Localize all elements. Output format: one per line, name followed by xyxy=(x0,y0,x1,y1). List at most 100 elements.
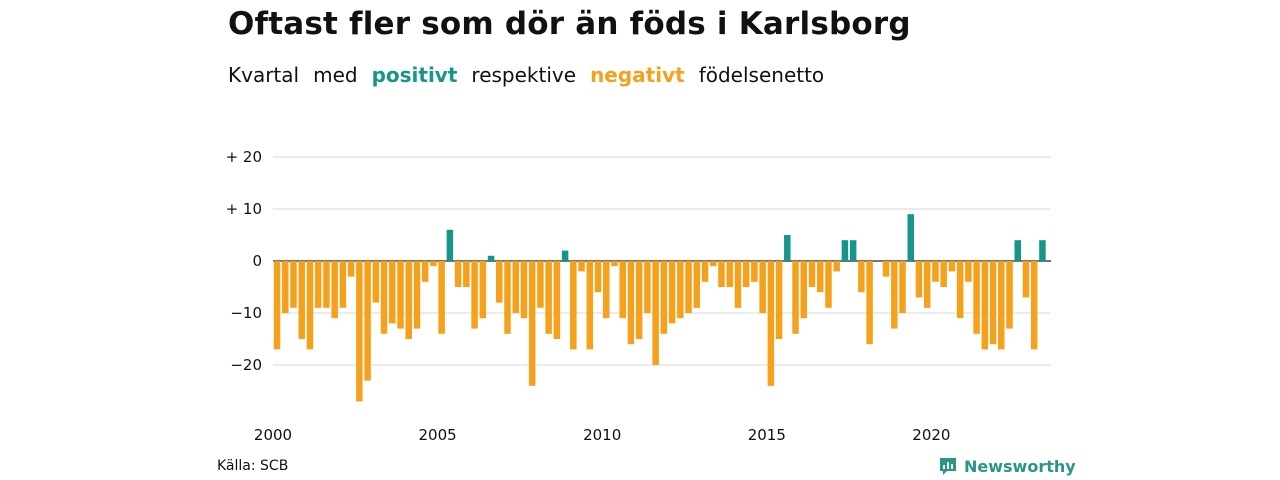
bar xyxy=(841,240,849,261)
bar xyxy=(915,261,923,298)
bar xyxy=(578,261,585,272)
chart-subtitle: Kvartal med positivt respektive negativt föde… xyxy=(228,63,838,87)
bar xyxy=(767,261,775,386)
bar xyxy=(792,261,799,334)
x-tick-label: 2010 xyxy=(583,426,621,444)
bar xyxy=(347,261,355,277)
bar xyxy=(800,261,808,319)
bar xyxy=(537,261,544,308)
bar xyxy=(1039,240,1046,261)
bar xyxy=(496,261,503,303)
bar xyxy=(372,261,380,303)
bar xyxy=(273,261,281,350)
bar xyxy=(685,261,692,313)
bar xyxy=(405,261,412,339)
bar xyxy=(808,261,816,287)
subtitle-word: respektive xyxy=(471,63,577,87)
bar xyxy=(570,261,577,350)
bar xyxy=(413,261,421,329)
bar xyxy=(421,261,429,282)
bar xyxy=(726,261,733,287)
bar xyxy=(463,261,470,287)
bar xyxy=(487,255,495,261)
bar xyxy=(775,261,783,339)
bar xyxy=(512,261,519,313)
bar xyxy=(825,261,832,308)
bar xyxy=(545,261,552,334)
bar xyxy=(833,261,840,272)
bar xyxy=(380,261,388,334)
bar xyxy=(553,261,561,339)
source-note: Källa: SCB xyxy=(217,458,289,474)
bar xyxy=(1030,261,1038,350)
bar xyxy=(932,261,939,282)
subtitle-word: födelsenetto xyxy=(698,63,825,87)
bar xyxy=(660,261,668,334)
bar xyxy=(314,261,322,308)
bar xyxy=(998,261,1005,350)
bar xyxy=(899,261,906,313)
bar xyxy=(948,261,956,272)
bar xyxy=(627,261,635,345)
bar xyxy=(693,261,701,308)
y-tick-label: + 10 xyxy=(226,200,262,218)
bar xyxy=(290,261,297,308)
bar xyxy=(298,261,305,339)
bar xyxy=(471,261,478,329)
axis-labels: + 20 + 10 0 −10 −20 2000 2005 2010 2015 2020 xyxy=(226,148,951,444)
subtitle-negative-label: negativt xyxy=(590,63,685,87)
bar xyxy=(356,261,363,402)
bar xyxy=(339,261,347,308)
subtitle-word: med xyxy=(313,63,358,87)
bar xyxy=(923,261,931,308)
bar xyxy=(586,261,594,350)
bar xyxy=(652,261,659,365)
bar xyxy=(734,261,742,308)
newsworthy-logo-icon xyxy=(940,458,956,475)
y-tick-label: −10 xyxy=(230,304,262,322)
y-tick-label: + 20 xyxy=(226,148,262,166)
bar xyxy=(858,261,865,293)
bar xyxy=(709,261,717,267)
bar xyxy=(784,235,791,261)
bar xyxy=(430,261,437,267)
bar xyxy=(528,261,536,386)
bar xyxy=(907,214,915,261)
bar xyxy=(323,261,330,308)
bar xyxy=(956,261,964,319)
bar xyxy=(454,261,462,287)
chart-title: Oftast fler som dör än föds i Karlsborg xyxy=(228,6,911,42)
bars xyxy=(273,214,1046,402)
x-tick-label: 2005 xyxy=(419,426,457,444)
bar xyxy=(742,261,750,287)
y-tick-label: −20 xyxy=(230,356,262,374)
bar xyxy=(504,261,511,334)
bar xyxy=(989,261,997,345)
bar xyxy=(882,261,890,277)
bar xyxy=(973,261,980,334)
bar xyxy=(331,261,338,319)
bar xyxy=(816,261,824,293)
bar xyxy=(644,261,651,313)
x-tick-label: 2000 xyxy=(254,426,292,444)
bar xyxy=(282,261,289,313)
bar xyxy=(891,261,898,329)
bar xyxy=(965,261,972,282)
bar xyxy=(1014,240,1021,261)
bar xyxy=(611,261,618,267)
x-tick-label: 2020 xyxy=(912,426,950,444)
bar xyxy=(438,261,445,334)
bar xyxy=(619,261,626,319)
bar xyxy=(635,261,643,339)
bar xyxy=(940,261,947,287)
bar xyxy=(759,261,766,313)
bar xyxy=(479,261,487,319)
bar xyxy=(603,261,610,319)
bar xyxy=(1022,261,1030,298)
x-tick-label: 2015 xyxy=(748,426,786,444)
bar xyxy=(668,261,676,324)
bar xyxy=(520,261,528,319)
bar xyxy=(364,261,371,381)
brand-name: Newsworthy xyxy=(964,456,1076,476)
